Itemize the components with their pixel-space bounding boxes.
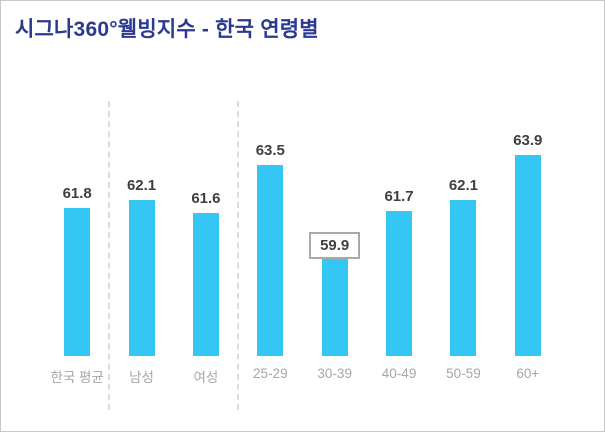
x-axis-label: 남성	[129, 370, 154, 385]
bar	[321, 256, 348, 356]
x-axis-label: 한국 평균	[50, 370, 104, 385]
bar	[450, 200, 477, 356]
x-axis-label: 30-39	[317, 366, 352, 381]
bar-column: 62.1	[431, 177, 495, 356]
x-axis-label: 60+	[516, 366, 540, 381]
x-axis-labels: 한국 평균 남성 여성 25-29 30-39 40-49 50-59 60+	[45, 366, 560, 412]
bar-chart: 61.8 62.1 61.6 63.5 59.9 61.7 62.1 63.9 한국 평균 남성…	[15, 101, 590, 412]
bar-column: 63.9	[496, 132, 560, 356]
x-axis-label: 25-29	[253, 366, 288, 381]
x-axis-label: 여성	[193, 370, 219, 385]
dashed-separator	[237, 101, 240, 410]
bar-column: 59.9	[303, 231, 367, 356]
dashed-separator	[108, 101, 111, 410]
plot-columns: 61.8 62.1 61.6 63.5 59.9 61.7 62.1 63.9	[45, 101, 560, 356]
bar-column: 62.1	[109, 177, 173, 356]
bar-column: 61.7	[367, 188, 431, 356]
value-label: 63.5	[255, 141, 285, 159]
bar-column: 61.6	[174, 190, 238, 356]
value-label: 62.1	[448, 177, 479, 195]
value-label: 62.1	[126, 177, 157, 195]
bar	[257, 164, 284, 356]
chart-title: 시그나360°웰빙지수 - 한국 연령별	[15, 18, 319, 41]
bar	[64, 208, 91, 356]
highlighted-value-label: 59.9	[309, 231, 361, 259]
value-label: 61.6	[191, 190, 221, 208]
bar	[386, 210, 413, 356]
bar-column: 63.5	[238, 142, 302, 356]
bar	[514, 154, 541, 356]
x-axis-label: 50-59	[446, 366, 481, 381]
value-label: 61.8	[62, 185, 92, 203]
value-label: 61.7	[384, 187, 414, 205]
value-label: 63.9	[513, 131, 543, 149]
bar-column: 61.8	[45, 185, 109, 356]
x-axis-label: 40-49	[381, 366, 417, 381]
bar	[128, 200, 155, 356]
bar	[192, 213, 219, 356]
